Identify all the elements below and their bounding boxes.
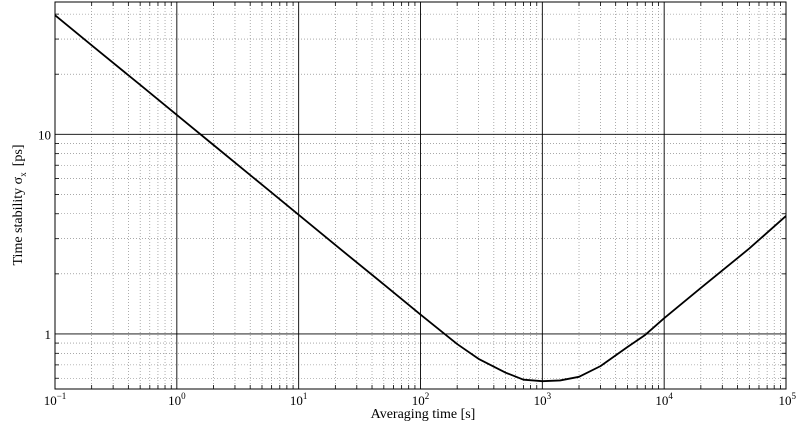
y-axis-label-subscript: x [18,172,28,177]
major-grid [54,2,787,389]
y-axis-label: Time stability σx [ps] [11,145,28,266]
x-tick-label-exponent: 2 [425,391,430,401]
x-tick-label-exponent: 5 [792,391,797,401]
tick-marks [55,2,786,389]
y-axis-label-unit: [ps] [11,145,26,167]
x-tick-label: 100 [168,391,186,408]
x-tick-label: 104 [655,391,673,408]
x-tick-label: 102 [412,391,430,408]
x-tick-label-base: 10 [290,393,303,408]
x-tick-label-base: 10 [779,393,792,408]
stability-curve [54,14,787,383]
x-tick-label-exponent: 1 [303,391,308,401]
x-tick-label-base: 10 [412,393,425,408]
x-tick-label-exponent: 4 [668,391,673,401]
x-tick-label-base: 10 [44,393,57,408]
series-layer [54,14,787,383]
y-tick-label: 10 [38,127,51,142]
x-tick-label-exponent: 3 [547,391,552,401]
x-axis-label: Averaging time [s] [371,407,476,422]
x-tick-label-exponent: −1 [57,391,67,401]
x-tick-label: 103 [534,391,552,408]
x-tick-label: 105 [779,391,797,408]
plot-frame [54,1,787,390]
x-tick-label-base: 10 [534,393,547,408]
x-tick-labels: 10−1 100 101 102 103 104 105 [44,391,797,408]
y-axis-label-main: Time stability σ [11,176,26,265]
y-tick-label: 1 [45,327,52,342]
y-tick-labels: 1 10 [38,127,51,342]
x-tick-label-base: 10 [655,393,668,408]
x-tick-label-base: 10 [168,393,181,408]
x-tick-label: 10−1 [44,391,67,408]
x-tick-label: 101 [290,391,308,408]
x-tick-label-exponent: 0 [181,391,186,401]
